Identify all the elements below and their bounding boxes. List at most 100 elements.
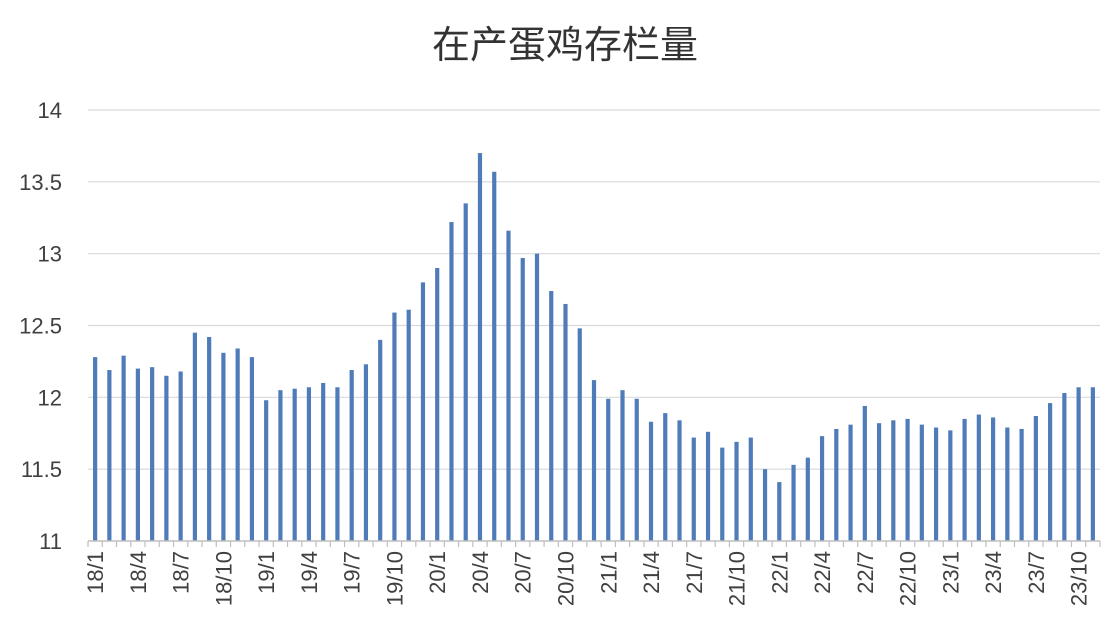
- bar: [1048, 403, 1053, 541]
- bar: [335, 387, 340, 541]
- x-tick-label: 23/4: [981, 551, 1006, 594]
- bar: [207, 336, 212, 541]
- x-tick-label: 19/10: [382, 551, 407, 606]
- y-tick-label: 11: [39, 529, 62, 554]
- gridlines: [88, 109, 1100, 470]
- bar: [178, 371, 183, 541]
- bar: [135, 368, 140, 541]
- bar: [819, 436, 825, 541]
- bar: [378, 339, 383, 541]
- x-tick-label: 20/10: [553, 551, 578, 606]
- x-tick-label: 18/1: [83, 551, 108, 594]
- bar: [606, 398, 611, 541]
- x-tick-label: 19/7: [340, 551, 365, 594]
- bar: [221, 352, 226, 541]
- y-tick-label: 11.5: [21, 457, 62, 482]
- bar-series: [93, 153, 1095, 542]
- bar: [249, 357, 255, 541]
- bar: [192, 332, 197, 541]
- bar: [634, 398, 639, 541]
- bar: [449, 222, 454, 541]
- bar: [392, 312, 397, 541]
- bar: [506, 230, 511, 541]
- x-tick-label: 18/10: [211, 551, 236, 606]
- x-tick-label: 19/1: [254, 551, 279, 594]
- bar: [705, 431, 711, 541]
- bar: [93, 357, 98, 541]
- bar: [876, 423, 882, 541]
- bar: [1090, 387, 1095, 541]
- bar: [121, 355, 126, 541]
- x-tick-label: 18/4: [126, 551, 151, 594]
- bar: [321, 382, 326, 541]
- x-tick-label: 21/7: [682, 551, 707, 594]
- bar: [848, 424, 853, 541]
- x-tick-label: 23/10: [1067, 551, 1092, 606]
- y-tick-label: 14: [38, 98, 62, 123]
- bar: [492, 171, 497, 541]
- bar: [976, 414, 981, 541]
- bar: [577, 328, 582, 541]
- bar: [306, 387, 312, 541]
- bar: [278, 390, 283, 541]
- bar: [720, 447, 725, 541]
- bar: [406, 309, 411, 541]
- y-tick-label: 12: [38, 385, 62, 410]
- bar: [235, 348, 240, 541]
- bar: [477, 153, 483, 541]
- bar: [549, 291, 554, 541]
- bar: [905, 418, 910, 541]
- y-tick-label: 12.5: [19, 314, 62, 339]
- y-axis: 11 11.5 12 12.5 13 13.5 14: [19, 98, 62, 554]
- bar: [363, 364, 369, 541]
- bar: [150, 367, 155, 541]
- bar: [620, 390, 625, 541]
- x-tick-label: 22/7: [853, 551, 878, 594]
- bar: [677, 420, 682, 541]
- x-tick-label: 22/4: [810, 551, 835, 594]
- x-tick-label: 20/7: [511, 551, 536, 594]
- bar: [663, 413, 668, 541]
- x-tick-label: 21/10: [725, 551, 750, 606]
- bar: [933, 427, 939, 541]
- bar: [962, 418, 967, 541]
- bar: [691, 437, 696, 541]
- bar: [164, 375, 169, 541]
- y-tick-label: 13.5: [19, 170, 62, 195]
- bar: [435, 268, 440, 541]
- bar: [1019, 428, 1024, 541]
- x-tick-label: 21/4: [639, 551, 664, 594]
- bar: [891, 420, 896, 541]
- bar: [264, 400, 269, 541]
- x-tick-label: 23/1: [938, 551, 963, 594]
- x-axis: 18/1 18/4 18/7 18/10 19/1 19/4 19/7 19/10 20/1 20…: [83, 540, 1101, 606]
- bar: [919, 424, 924, 541]
- bar: [734, 441, 739, 541]
- bar: [520, 257, 525, 541]
- bar: [107, 370, 112, 541]
- bar: [791, 464, 796, 541]
- bar: [1062, 393, 1067, 541]
- bar: [1005, 427, 1010, 541]
- x-tick-label: 19/4: [297, 551, 322, 594]
- bar: [563, 303, 568, 541]
- bar: [748, 437, 753, 541]
- bar: [420, 282, 426, 541]
- bar: [591, 380, 597, 541]
- y-tick-label: 13: [38, 242, 62, 267]
- bar: [534, 253, 540, 542]
- x-tick-label: 20/4: [468, 551, 493, 594]
- x-tick-label: 23/7: [1024, 551, 1049, 594]
- bar: [805, 457, 810, 541]
- bar: [862, 405, 867, 541]
- bar: [349, 370, 354, 541]
- x-tick-label: 18/7: [169, 551, 194, 594]
- bar: [463, 203, 468, 541]
- bar: [762, 469, 768, 541]
- bar: [292, 388, 297, 541]
- bar: [777, 482, 782, 541]
- chart-title: 在产蛋鸡存栏量: [432, 23, 698, 67]
- bar: [1076, 387, 1081, 541]
- bar: [834, 428, 839, 541]
